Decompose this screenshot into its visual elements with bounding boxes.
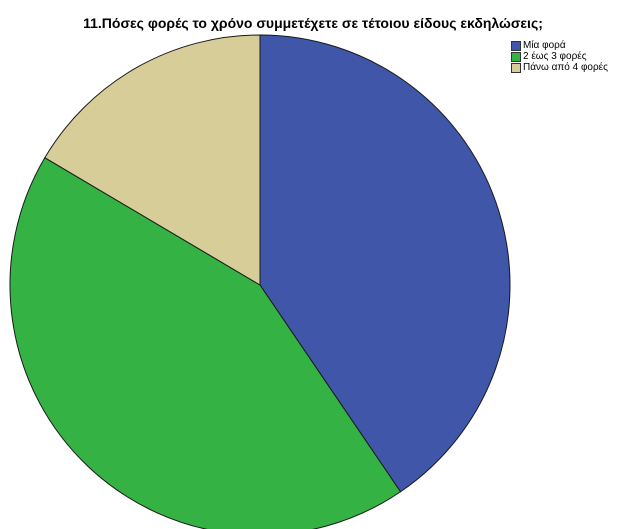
legend-swatch-icon xyxy=(511,51,521,62)
pie-slice-2 xyxy=(9,157,402,529)
legend-item-pano-apo-4-fores: Πάνω από 4 φορές xyxy=(511,62,608,73)
chart-title: 11.Πόσες φορές το χρόνο συμμετέχετε σε τ… xyxy=(83,15,543,31)
legend-item-mia-fora: Μία φορά xyxy=(511,40,608,51)
legend: Μία φορά 2 έως 3 φορές Πάνω από 4 φορές xyxy=(511,40,608,73)
legend-swatch-icon xyxy=(511,62,521,73)
legend-label: Μία φορά xyxy=(523,40,566,51)
legend-item-2-eos-3-fores: 2 έως 3 φορές xyxy=(511,51,608,62)
legend-label: Πάνω από 4 φορές xyxy=(523,62,608,73)
pie-slice-3 xyxy=(44,34,261,286)
pie-slice-1 xyxy=(259,34,511,493)
legend-swatch-icon xyxy=(511,40,521,51)
legend-label: 2 έως 3 φορές xyxy=(523,51,587,62)
